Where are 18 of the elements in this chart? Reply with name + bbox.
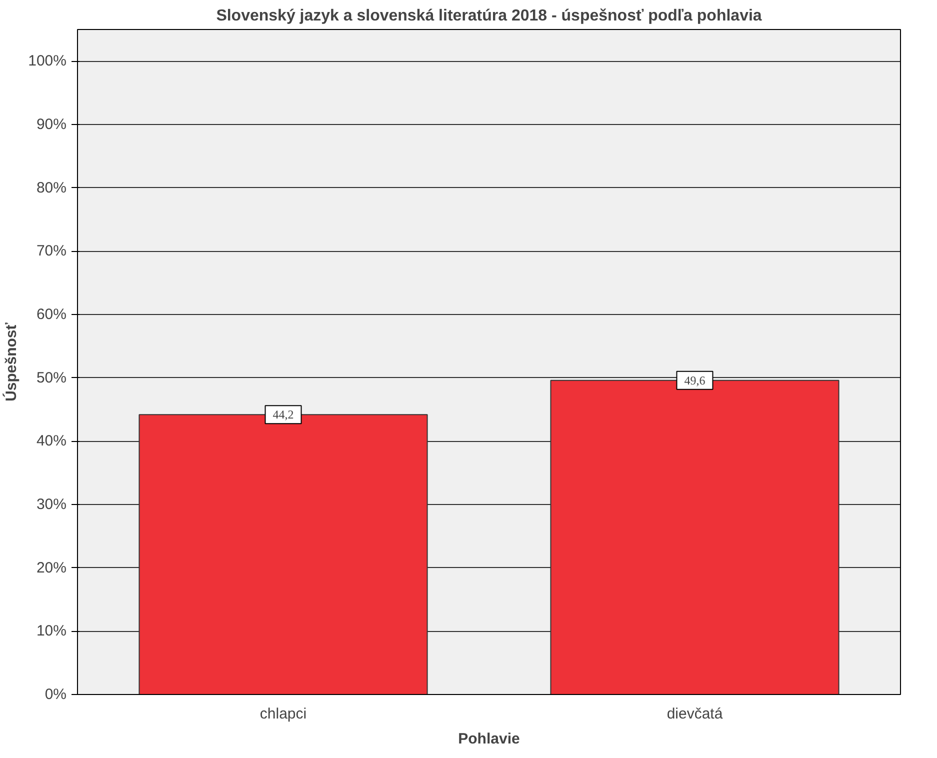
x-tick-label: dievčatá [666,706,724,722]
y-tick-label: 80% [36,179,67,196]
data-label: 49,6 [684,373,706,388]
y-tick-label: 60% [36,306,67,323]
x-tick-label: chlapci [260,706,307,722]
y-tick-label: 90% [36,116,67,133]
y-tick-label: 20% [36,559,67,576]
y-tick-label: 100% [28,52,67,70]
data-label: 44,2 [272,408,294,422]
y-tick-label: 40% [36,432,67,450]
y-tick-label: 30% [36,496,67,513]
y-axis-title: Úspešnosť [2,322,20,402]
y-tick-label: 0% [44,686,67,703]
y-tick-label: 10% [36,622,67,640]
y-tick-label: 70% [36,242,67,260]
y-tick-label: 50% [36,369,67,386]
chart-title: Slovenský jazyk a slovenská literatúra 2018 - úspešnosť podľa pohlavia [216,8,762,24]
x-axis-title: Pohlavie [458,730,520,748]
